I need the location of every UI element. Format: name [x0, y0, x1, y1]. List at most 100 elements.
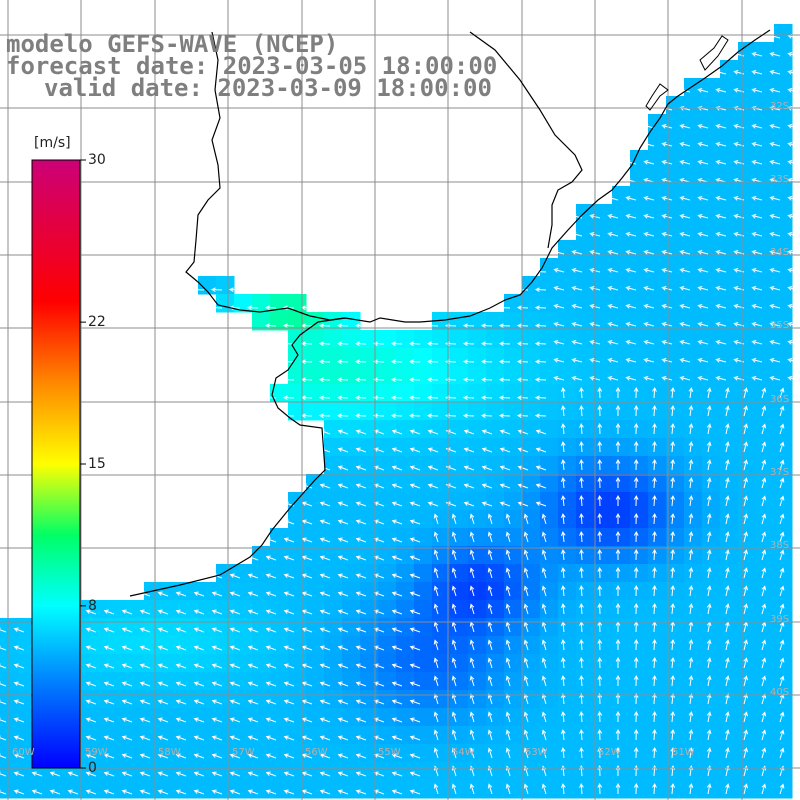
field-cell	[558, 600, 577, 619]
field-cell	[720, 510, 739, 529]
field-cell	[702, 726, 721, 745]
field-cell	[684, 780, 703, 799]
wind-arrow	[715, 196, 727, 201]
field-cell	[684, 654, 703, 673]
field-cell	[270, 564, 289, 583]
title-forecast-date: forecast date: 2023-03-05 18:00:00	[6, 52, 498, 80]
wind-arrow	[409, 771, 421, 777]
field-cell	[144, 762, 163, 781]
field-cell	[756, 294, 775, 313]
field-cell	[756, 60, 775, 79]
wind-arrow	[391, 771, 403, 777]
field-cell	[540, 744, 559, 763]
field-cell	[630, 510, 649, 529]
field-cell	[234, 600, 253, 619]
wind-arrow	[390, 341, 403, 347]
wind-arrow	[697, 196, 709, 201]
field-cell	[396, 582, 415, 601]
field-cell	[540, 618, 559, 637]
wind-arrow	[301, 663, 313, 669]
wind-arrow	[246, 305, 259, 311]
field-cell	[774, 366, 793, 385]
wind-arrow	[391, 609, 403, 615]
field-cell	[774, 276, 793, 295]
wind-arrow	[355, 663, 367, 669]
wind-arrow	[157, 645, 169, 651]
wind-arrow	[85, 681, 97, 687]
field-cell	[666, 114, 685, 133]
field-cell	[558, 456, 577, 475]
wind-arrow	[743, 387, 748, 399]
field-cell	[0, 762, 19, 781]
field-cell	[252, 546, 271, 565]
field-cell	[504, 474, 523, 493]
wind-arrow	[787, 304, 799, 309]
wind-arrow	[139, 663, 151, 669]
wind-arrow	[615, 638, 621, 650]
field-cell	[648, 510, 667, 529]
field-cell	[702, 618, 721, 637]
wind-arrow	[409, 681, 421, 687]
wind-arrow	[751, 52, 763, 57]
field-cell	[666, 672, 685, 691]
field-cell	[414, 384, 433, 403]
field-cell	[378, 708, 397, 727]
wind-arrow	[337, 591, 349, 597]
field-cell	[612, 744, 631, 763]
colorbar-tick-label: 8	[88, 597, 97, 614]
wind-arrow	[103, 681, 115, 687]
wind-arrow	[579, 674, 584, 687]
wind-arrow	[743, 639, 748, 651]
field-cell	[450, 492, 469, 511]
wind-arrow	[670, 549, 676, 561]
field-cell	[342, 402, 361, 421]
wind-arrow	[579, 476, 584, 489]
wind-arrow	[743, 459, 748, 471]
wind-arrow	[706, 783, 712, 795]
wind-arrow	[697, 250, 709, 255]
wind-arrow	[579, 782, 584, 795]
field-cell	[414, 348, 433, 367]
wind-arrow	[633, 422, 639, 435]
field-cell	[702, 636, 721, 655]
field-cell	[576, 654, 595, 673]
field-cell	[756, 348, 775, 367]
field-cell	[558, 726, 577, 745]
wind-arrow	[697, 340, 709, 345]
field-cell	[522, 402, 541, 421]
wind-arrow	[643, 196, 655, 201]
field-cell	[666, 474, 685, 493]
wind-arrow	[103, 753, 115, 759]
wind-arrow	[560, 747, 566, 759]
field-cell	[666, 510, 685, 529]
field-cell	[126, 726, 145, 745]
wind-arrow	[391, 537, 403, 543]
field-cell	[576, 366, 595, 385]
wind-arrow	[679, 160, 691, 165]
field-cell	[504, 654, 523, 673]
wind-arrow	[408, 413, 421, 419]
field-cell	[774, 528, 793, 547]
field-cell	[774, 420, 793, 439]
field-cell	[522, 438, 541, 457]
field-cell	[306, 726, 325, 745]
wind-arrow	[355, 447, 367, 453]
wind-arrow	[157, 591, 169, 597]
wind-arrow	[553, 358, 565, 363]
field-cell	[666, 654, 685, 673]
wind-arrow	[688, 603, 694, 615]
wind-arrow	[121, 627, 133, 633]
field-cell	[324, 654, 343, 673]
field-cell	[522, 564, 541, 583]
wind-arrow	[615, 422, 621, 434]
field-cell	[738, 222, 757, 241]
wind-arrow	[0, 717, 7, 723]
field-cell	[558, 672, 577, 691]
field-cell	[612, 186, 631, 205]
wind-arrow	[247, 627, 259, 633]
wind-arrow	[337, 429, 349, 435]
wind-arrow	[409, 429, 421, 435]
wind-arrow	[391, 789, 403, 795]
wind-arrow	[779, 531, 785, 543]
wind-arrow	[391, 591, 403, 597]
